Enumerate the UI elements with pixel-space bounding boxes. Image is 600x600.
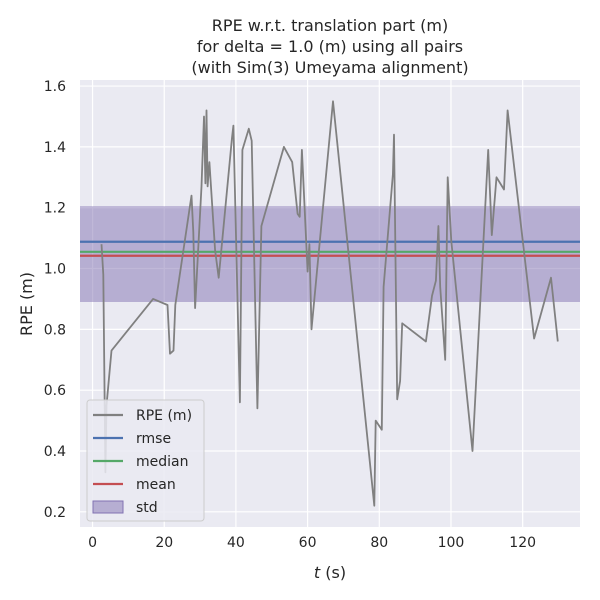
x-tick-label: 100 — [438, 535, 465, 551]
x-tick-label: 20 — [155, 535, 173, 551]
title-line-3: (with Sim(3) Umeyama alignment) — [191, 58, 468, 77]
legend: RPE (m) rmse median mean std — [86, 399, 205, 522]
y-tick-label: 0.8 — [44, 322, 66, 338]
legend-swatch-std — [92, 500, 124, 514]
y-tick-label: 1.6 — [44, 79, 66, 95]
chart-title: RPE w.r.t. translation part (m) for delt… — [191, 16, 468, 77]
x-tick-label: 40 — [227, 535, 245, 551]
rpe-line — [100, 100, 559, 507]
x-axis-label-var: t — [314, 563, 321, 582]
y-tick-labels: 0.2 0.4 0.6 0.8 1.0 1.2 1.4 1.6 — [44, 79, 66, 521]
legend-label-rmse: rmse — [136, 431, 171, 447]
x-axis-label: t (s) — [314, 563, 346, 582]
legend-label-mean: mean — [136, 477, 176, 493]
legend-label-RPE (m): RPE (m) — [136, 408, 192, 424]
y-tick-label: 0.4 — [44, 444, 66, 460]
x-tick-label: 80 — [370, 535, 388, 551]
x-tick-label: 120 — [509, 535, 536, 551]
y-axis-label: RPE (m) — [17, 272, 36, 336]
legend-frame — [86, 399, 205, 522]
y-tick-label: 1.0 — [44, 262, 66, 278]
legend-label-std: std — [136, 500, 158, 516]
stat-lines — [80, 240, 580, 257]
rpe-series — [100, 100, 559, 507]
y-tick-label: 1.2 — [44, 201, 66, 217]
y-tick-label: 1.4 — [44, 140, 66, 156]
std-band-group — [80, 206, 580, 302]
x-tick-label: 60 — [299, 535, 317, 551]
y-tick-label: 0.6 — [44, 383, 66, 399]
x-tick-labels: 0 20 40 60 80 100 120 — [88, 535, 536, 551]
x-tick-label: 0 — [88, 535, 97, 551]
legend-label-median: median — [136, 454, 188, 470]
title-line-1: RPE w.r.t. translation part (m) — [212, 16, 448, 35]
std-band — [80, 206, 580, 302]
x-axis-label-unit: (s) — [320, 563, 346, 582]
y-tick-label: 0.2 — [44, 505, 66, 521]
title-line-2: for delta = 1.0 (m) using all pairs — [197, 37, 463, 56]
